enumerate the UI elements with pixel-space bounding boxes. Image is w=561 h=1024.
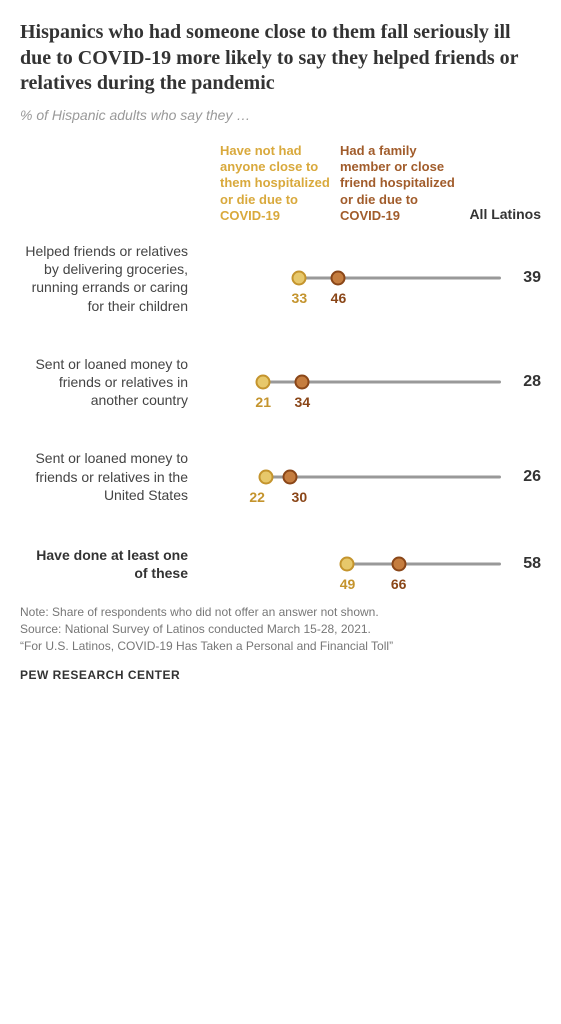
plot-area: 3346 [200, 258, 501, 298]
chart-note: Note: Share of respondents who did not o… [20, 604, 541, 654]
range-track [299, 277, 501, 280]
row-label: Sent or loaned money to friends or relat… [20, 449, 200, 504]
row-label: Sent or loaned money to friends or relat… [20, 355, 200, 410]
value-not-had: 49 [340, 576, 356, 592]
chart-row: Sent or loaned money to friends or relat… [20, 449, 541, 504]
value-not-had: 22 [249, 489, 265, 505]
chart-title: Hispanics who had someone close to them … [20, 20, 541, 97]
legend: Have not had anyone close to them hospit… [20, 143, 541, 224]
value-had: 66 [391, 576, 407, 592]
legend-not-had: Have not had anyone close to them hospit… [220, 143, 330, 224]
value-all-latinos: 26 [501, 468, 541, 486]
range-track [347, 562, 501, 565]
value-all-latinos: 58 [501, 555, 541, 573]
dot-had [283, 469, 298, 484]
value-had: 46 [331, 290, 347, 306]
dot-not-had [259, 469, 274, 484]
chart-row: Have done at least one of these496658 [20, 544, 541, 584]
plot-area: 2230 [200, 457, 501, 497]
chart-row: Helped friends or relatives by deliverin… [20, 242, 541, 315]
plot-area: 2134 [200, 362, 501, 402]
value-had: 30 [292, 489, 308, 505]
value-not-had: 21 [255, 394, 271, 410]
chart-body: Helped friends or relatives by deliverin… [20, 242, 541, 584]
row-label: Helped friends or relatives by deliverin… [20, 242, 200, 315]
value-not-had: 33 [292, 290, 308, 306]
row-label: Have done at least one of these [20, 546, 200, 582]
brand-footer: PEW RESEARCH CENTER [20, 668, 541, 682]
plot-area: 4966 [200, 544, 501, 584]
dot-not-had [340, 556, 355, 571]
dot-not-had [256, 375, 271, 390]
range-track [266, 475, 501, 478]
value-all-latinos: 28 [501, 373, 541, 391]
legend-all-latinos: All Latinos [469, 206, 541, 224]
legend-had: Had a family member or close friend hosp… [340, 143, 460, 224]
chart-subtitle: % of Hispanic adults who say they … [20, 107, 541, 123]
dot-not-had [292, 271, 307, 286]
dot-had [331, 271, 346, 286]
dot-had [391, 556, 406, 571]
value-had: 34 [295, 394, 311, 410]
dot-had [295, 375, 310, 390]
value-all-latinos: 39 [501, 269, 541, 287]
chart-row: Sent or loaned money to friends or relat… [20, 355, 541, 410]
